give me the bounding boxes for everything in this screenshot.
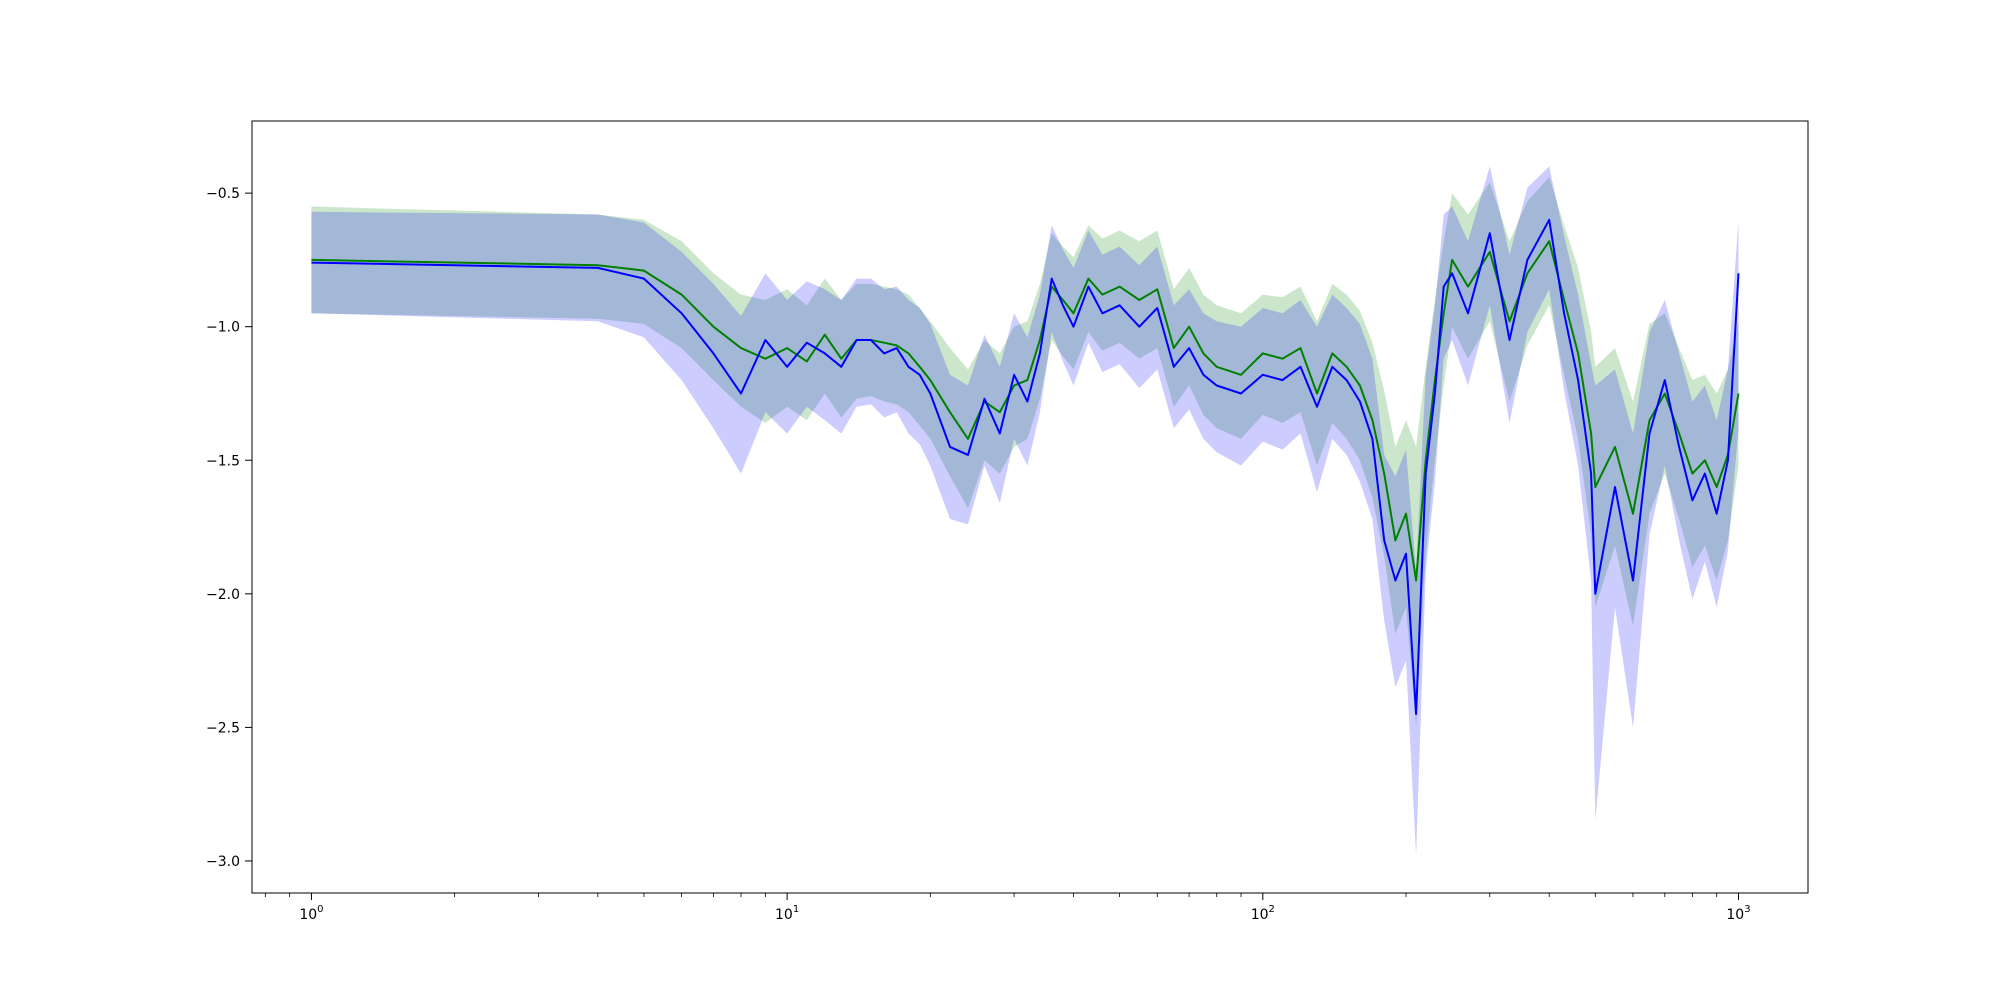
x-tick-label: 103 [1726,904,1750,923]
y-tick-label: −0.5 [206,186,240,202]
y-tick-label: −1.0 [206,320,240,336]
x-tick-label: 100 [299,904,323,923]
series-1-band [311,177,1739,728]
x-tick-label: 102 [1251,904,1275,923]
x-tick-label: 101 [775,904,799,923]
series-lines [311,218,1740,715]
series-2-band [311,166,1739,856]
series-2-line [311,218,1740,715]
y-tick-label: −2.5 [206,720,240,736]
plot-frame [251,120,1809,894]
x-axis: 100 101 102 103 [264,893,1751,923]
y-axis: −0.5 −1.0 −1.5 −2.0 −2.5 −3.0 [206,186,252,870]
y-tick-label: −2.0 [206,587,240,603]
y-tick-label: −3.0 [206,854,240,870]
confidence-bands [311,166,1739,856]
y-tick-label: −1.5 [206,453,240,469]
